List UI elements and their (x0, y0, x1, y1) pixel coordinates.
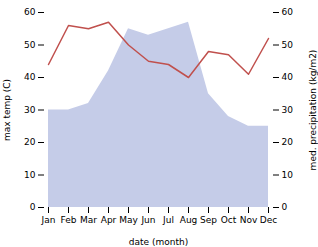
svg-text:40: 40 (24, 72, 36, 82)
svg-text:20: 20 (282, 137, 294, 147)
svg-text:10: 10 (24, 170, 36, 180)
svg-text:20: 20 (24, 137, 36, 147)
svg-text:date (month): date (month) (129, 237, 188, 247)
svg-text:Sep: Sep (200, 215, 217, 225)
svg-text:max temp (C): max temp (C) (2, 79, 12, 141)
svg-text:Apr: Apr (101, 215, 117, 225)
svg-text:Aug: Aug (180, 215, 198, 225)
svg-text:30: 30 (282, 105, 294, 115)
svg-text:30: 30 (24, 105, 36, 115)
svg-text:Jan: Jan (41, 215, 56, 225)
svg-text:Nov: Nov (240, 215, 258, 225)
svg-text:May: May (119, 215, 138, 225)
svg-text:60: 60 (24, 7, 36, 17)
svg-text:40: 40 (282, 72, 294, 82)
svg-text:Oct: Oct (221, 215, 237, 225)
svg-text:0: 0 (30, 202, 36, 212)
svg-text:Jun: Jun (140, 215, 155, 225)
svg-text:0: 0 (282, 202, 288, 212)
svg-text:60: 60 (282, 7, 294, 17)
svg-text:Mar: Mar (80, 215, 97, 225)
svg-text:Dec: Dec (260, 215, 277, 225)
svg-text:med. precipitation (kg/m2): med. precipitation (kg/m2) (308, 50, 318, 171)
svg-text:Jul: Jul (162, 215, 174, 225)
svg-text:10: 10 (282, 170, 294, 180)
svg-text:Feb: Feb (61, 215, 77, 225)
svg-text:50: 50 (282, 40, 294, 50)
svg-text:50: 50 (24, 40, 36, 50)
